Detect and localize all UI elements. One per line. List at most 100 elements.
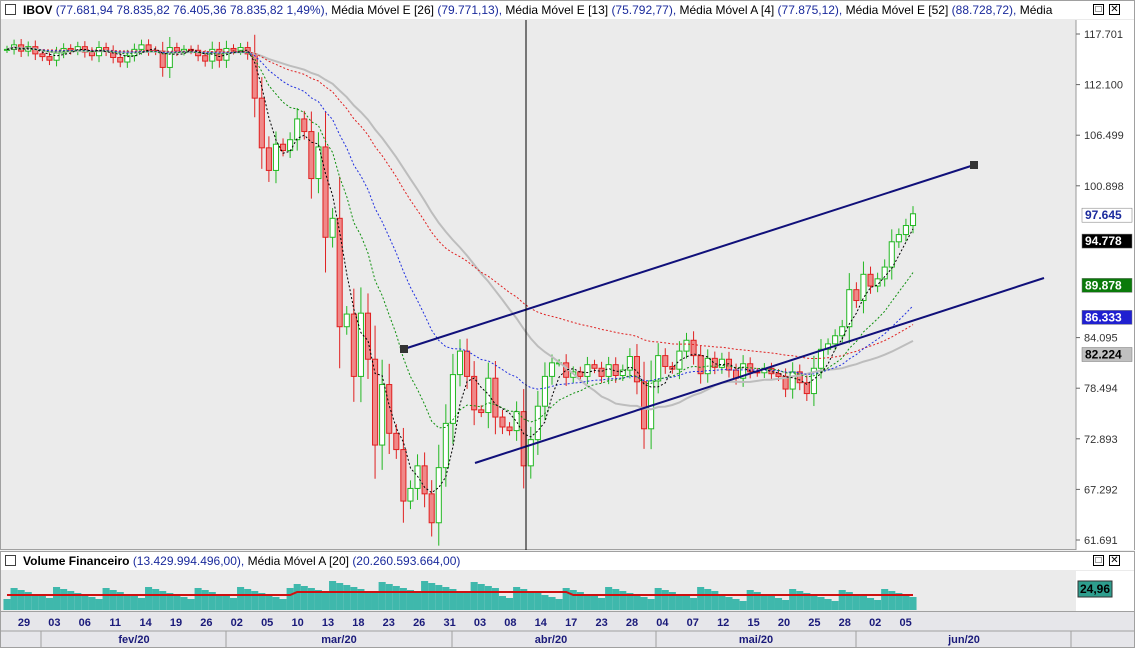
candle-body bbox=[357, 312, 364, 377]
candle-body bbox=[697, 355, 704, 375]
date-tick-label: 07 bbox=[687, 617, 699, 629]
volume-bar bbox=[803, 593, 811, 610]
volume-bar bbox=[902, 595, 910, 610]
volume-bar bbox=[852, 594, 860, 610]
volume-bar bbox=[682, 596, 691, 610]
candle-body bbox=[187, 48, 195, 51]
volume-bar bbox=[449, 589, 457, 610]
candle-body bbox=[902, 225, 909, 236]
volume-bar bbox=[598, 598, 606, 610]
date-tick-label: 08 bbox=[504, 617, 516, 629]
volume-bar bbox=[428, 583, 436, 610]
plot-area bbox=[1, 20, 1076, 549]
candle-body bbox=[499, 416, 506, 428]
candle-body bbox=[400, 449, 407, 502]
volume-bar bbox=[767, 596, 775, 610]
candle-body bbox=[591, 364, 598, 369]
volume-bar bbox=[562, 588, 570, 610]
indicator-value: (77.875,12), bbox=[777, 3, 843, 17]
ema-13-line bbox=[6, 48, 914, 429]
candle-body bbox=[513, 411, 520, 432]
candle-body bbox=[166, 47, 173, 68]
month-label: jun/20 bbox=[947, 634, 980, 646]
volume-bar bbox=[74, 593, 82, 610]
volume-bar bbox=[435, 585, 443, 610]
volume-bar bbox=[810, 595, 818, 610]
date-tick-label: 23 bbox=[595, 617, 607, 629]
volume-bar bbox=[845, 592, 853, 610]
volume-bar bbox=[137, 598, 146, 610]
candle-body bbox=[478, 409, 485, 414]
volume-bar bbox=[831, 601, 839, 610]
volume-bar bbox=[456, 591, 464, 610]
candle-body bbox=[584, 364, 591, 377]
volume-bar bbox=[102, 588, 110, 610]
volume-bar bbox=[229, 598, 238, 610]
date-tick-label: 05 bbox=[899, 617, 911, 629]
date-tick-label: 26 bbox=[413, 617, 425, 629]
candle-body bbox=[308, 131, 315, 180]
volume-bar bbox=[272, 597, 280, 610]
volume-bar bbox=[520, 589, 528, 610]
volume-bar bbox=[194, 588, 202, 610]
candle-body bbox=[867, 273, 874, 287]
volume-bar bbox=[888, 591, 896, 610]
price-tag bbox=[1081, 278, 1133, 293]
price-tag bbox=[1081, 207, 1133, 223]
volume-bar bbox=[201, 590, 209, 610]
volume-bar bbox=[371, 593, 379, 610]
candle-body bbox=[888, 241, 895, 268]
volume-bar bbox=[237, 587, 245, 610]
date-tick-label: 12 bbox=[717, 617, 729, 629]
volume-ma-line bbox=[7, 591, 913, 596]
candle-body bbox=[683, 339, 690, 352]
date-axis-svg: 29 03 06 11 14 19 26 02 05 10 13 18 23 26 31 03 08 14 17 23… bbox=[1, 617, 1134, 647]
candle-body bbox=[265, 147, 272, 171]
volume-bar bbox=[421, 581, 429, 610]
checkbox-icon[interactable] bbox=[5, 4, 16, 15]
candle-body bbox=[796, 371, 803, 384]
candle-body bbox=[237, 47, 244, 51]
close-icon[interactable]: ✕ bbox=[1109, 4, 1120, 15]
date-tick-label: 26 bbox=[200, 617, 212, 629]
restore-icon[interactable]: □ bbox=[1093, 555, 1104, 566]
month-label: abr/20 bbox=[535, 634, 567, 646]
price-tag-label: 94.778 bbox=[1085, 234, 1122, 248]
candle-body bbox=[428, 493, 435, 524]
candle-body bbox=[251, 53, 258, 99]
candle-body bbox=[640, 381, 648, 430]
candle-body bbox=[846, 289, 853, 328]
volume-bar bbox=[498, 596, 507, 610]
volume-bar bbox=[895, 593, 903, 610]
volume-bar bbox=[690, 598, 698, 610]
volume-bar bbox=[279, 599, 287, 610]
candle-body bbox=[364, 312, 372, 360]
candle-body bbox=[244, 47, 251, 55]
candle-body bbox=[173, 47, 180, 52]
date-tick-label: 31 bbox=[443, 617, 455, 629]
volume-bar bbox=[286, 588, 294, 610]
candle-body bbox=[407, 487, 414, 502]
volume-bar bbox=[350, 587, 358, 610]
candle-body bbox=[810, 367, 817, 395]
volume-bar bbox=[817, 597, 825, 610]
candle-body bbox=[230, 47, 237, 51]
volume-bar bbox=[654, 588, 662, 610]
candle-body bbox=[874, 278, 881, 287]
restore-icon[interactable]: □ bbox=[1093, 4, 1104, 15]
channel-handle bbox=[970, 161, 978, 169]
volume-bar bbox=[477, 584, 485, 610]
volume-bar bbox=[675, 594, 683, 610]
indicator-label: Média Móvel E [52] bbox=[842, 3, 952, 17]
date-tick-label: 03 bbox=[48, 617, 60, 629]
close-icon[interactable]: ✕ bbox=[1109, 555, 1120, 566]
candle-body bbox=[258, 97, 265, 149]
volume-bar bbox=[45, 598, 54, 610]
volume-bar bbox=[548, 597, 556, 610]
checkbox-icon[interactable] bbox=[5, 555, 16, 566]
candle-body bbox=[350, 313, 357, 377]
price-tag-label: 89.878 bbox=[1085, 278, 1122, 292]
volume-bar bbox=[796, 591, 804, 610]
candle-body bbox=[662, 355, 669, 367]
candle-body bbox=[541, 375, 548, 407]
